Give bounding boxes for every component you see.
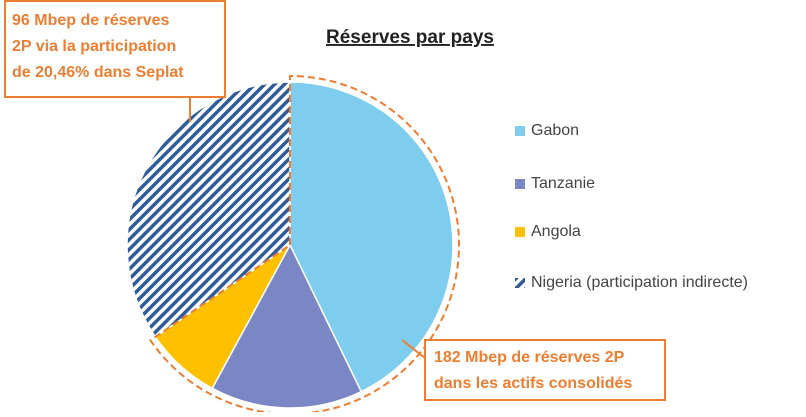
legend-label: Gabon xyxy=(531,122,579,139)
annotation-text: de 20,46% dans Seplat xyxy=(12,64,184,81)
pie-slice xyxy=(211,243,363,409)
chart-title: Réserves par pays xyxy=(326,27,494,48)
legend-swatch xyxy=(515,227,525,237)
legend-swatch xyxy=(515,278,525,288)
legend-label: Tanzanie xyxy=(531,175,595,192)
legend-swatch xyxy=(515,126,525,136)
annotation-text: 2P via la participation xyxy=(12,38,176,55)
annotation-box xyxy=(424,339,666,401)
legend-swatch xyxy=(515,179,525,189)
annotation-leader xyxy=(401,339,426,359)
annotation-text: 96 Mbep de réserves xyxy=(12,12,170,29)
consolidated-outline xyxy=(149,74,460,415)
legend-label: Angola xyxy=(531,223,581,240)
pie-slice xyxy=(289,81,454,393)
annotation-text: 182 Mbep de réserves 2P xyxy=(434,349,625,366)
pie-slice xyxy=(126,81,291,338)
annotation-text: dans les actifs consolidés xyxy=(434,375,632,392)
annotation-box xyxy=(4,0,226,98)
legend-label: Nigeria (participation indirecte) xyxy=(531,274,748,291)
